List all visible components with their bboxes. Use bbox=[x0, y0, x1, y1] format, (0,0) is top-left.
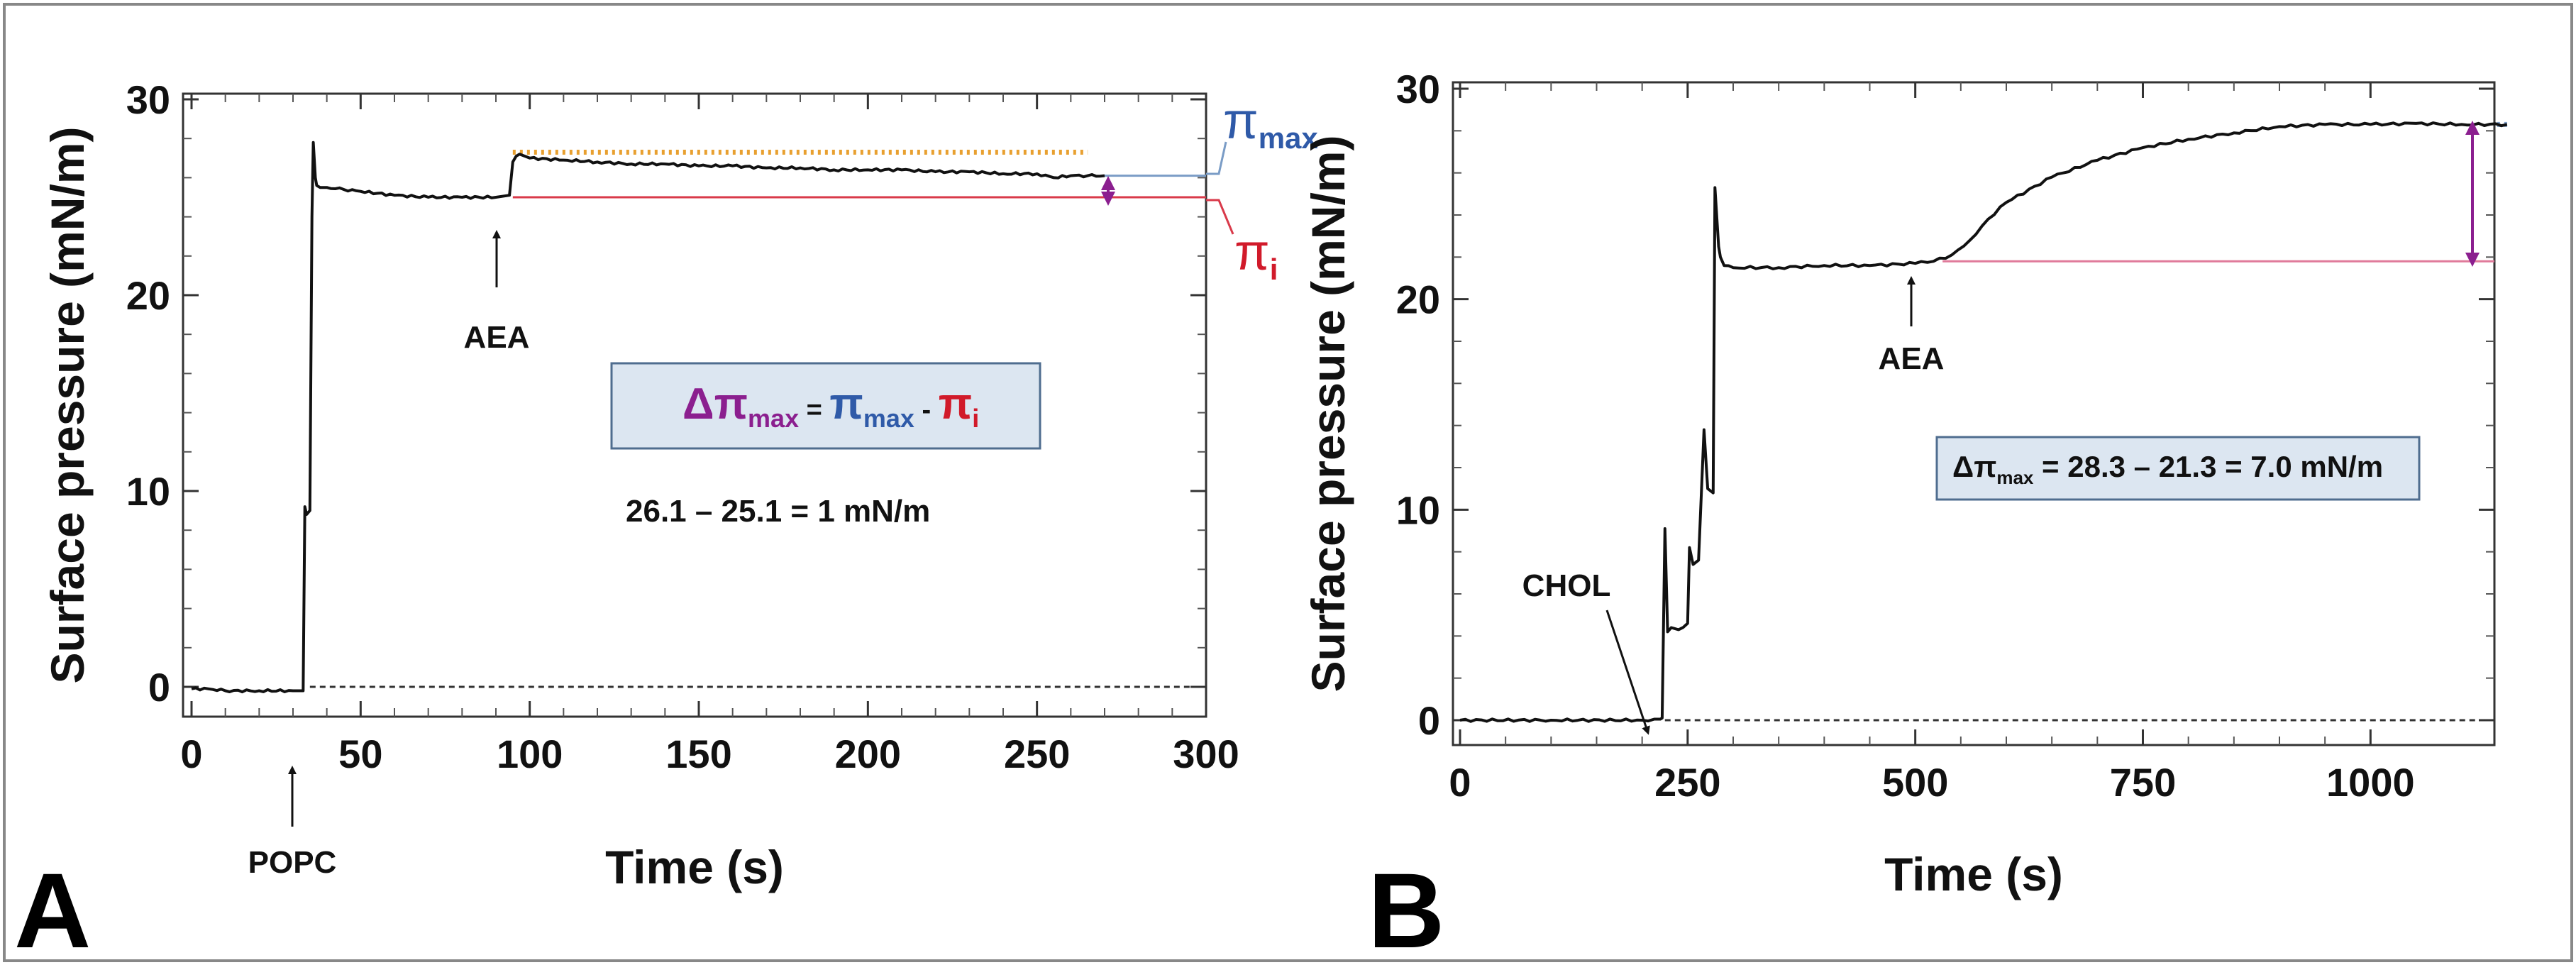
panel-a-y-ticks: 0 10 20 30 bbox=[126, 77, 1206, 710]
panel-b-series-line bbox=[1459, 121, 2508, 723]
panel-a-series-line bbox=[191, 140, 1105, 694]
panel-a-equation: Δπmax = πmax - πi bbox=[682, 380, 979, 433]
panel-b-y-axis-title: Surface pressure (mN/m) bbox=[1302, 136, 1354, 693]
pi-i-symbol: π bbox=[1234, 224, 1270, 281]
eq-pi-i: π bbox=[939, 380, 972, 429]
eq-pi-max-sub: max bbox=[863, 404, 914, 433]
panel-b-equation: Δπmax = 28.3 – 21.3 = 7.0 mN/m bbox=[1952, 450, 2383, 488]
x-tick-label: 50 bbox=[338, 732, 382, 776]
eq-pi-i-sub: i bbox=[972, 404, 979, 433]
panel-b-x-ticks: 0 250 500 750 1000 bbox=[1449, 82, 2415, 805]
eq-b-rest: = 28.3 – 21.3 = 7.0 mN/m bbox=[2033, 450, 2383, 483]
x-tick-label: 100 bbox=[497, 732, 563, 776]
panel-a-plot-frame bbox=[182, 92, 1207, 718]
x-tick-label: 250 bbox=[1004, 732, 1070, 776]
y-tick-label: 10 bbox=[126, 469, 170, 514]
panel-b-y-ticks: 0 10 20 30 bbox=[1396, 67, 2494, 743]
chol-arrow bbox=[1605, 610, 1650, 735]
y-tick-label: 0 bbox=[1418, 698, 1440, 743]
panel-b-x-axis-title: Time (s) bbox=[1884, 848, 2063, 900]
x-tick-label: 150 bbox=[665, 732, 731, 776]
eq-minus: - bbox=[914, 395, 939, 425]
pi-max-leader bbox=[1206, 141, 1227, 175]
y-tick-label: 10 bbox=[1396, 487, 1440, 532]
x-tick-label: 300 bbox=[1173, 732, 1239, 776]
popc-label: POPC bbox=[248, 845, 337, 880]
panel-b-plot-frame bbox=[1452, 81, 2496, 746]
panel-a-reference-lines bbox=[309, 150, 1206, 688]
x-tick-label: 500 bbox=[1882, 760, 1948, 805]
eq-b-delta: Δπ bbox=[1952, 450, 1996, 483]
eq-equals: = bbox=[799, 395, 829, 425]
pi-i-label: πi bbox=[1234, 224, 1278, 286]
panel-b-letter: B bbox=[1368, 851, 1444, 965]
panel-a: 0 10 20 30 0 50 100 150 200 250 300 Surface press… bbox=[14, 77, 1318, 965]
aea-label-b: AEA bbox=[1879, 341, 1945, 376]
x-tick-label: 750 bbox=[2110, 760, 2176, 805]
panel-b: 0 10 20 30 0 250 500 750 1000 Surface pressure … bbox=[1302, 67, 2508, 965]
pi-max-subscript: max bbox=[1259, 121, 1319, 155]
panel-a-y-axis-title: Surface pressure (mN/m) bbox=[41, 127, 94, 684]
eq-pi-max: π bbox=[829, 380, 863, 429]
aea-label-a: AEA bbox=[464, 320, 530, 355]
y-tick-label: 30 bbox=[126, 77, 170, 122]
x-tick-label: 0 bbox=[1449, 760, 1471, 805]
pi-i-subscript: i bbox=[1270, 253, 1278, 286]
x-tick-label: 1000 bbox=[2326, 760, 2415, 805]
pi-max-label: πmax bbox=[1223, 93, 1318, 155]
y-tick-label: 20 bbox=[1396, 277, 1440, 322]
x-tick-label: 200 bbox=[835, 732, 901, 776]
x-tick-label: 250 bbox=[1654, 760, 1720, 805]
x-tick-label: 0 bbox=[180, 732, 202, 776]
y-tick-label: 0 bbox=[148, 665, 170, 710]
panel-a-letter: A bbox=[14, 851, 91, 965]
panel-b-equation-box bbox=[1935, 436, 2421, 501]
eq-delta: Δπ bbox=[682, 380, 748, 429]
y-tick-label: 30 bbox=[1396, 67, 1440, 111]
chol-label: CHOL bbox=[1522, 568, 1611, 603]
pi-i-leader bbox=[1206, 199, 1234, 235]
panel-a-x-axis-title: Time (s) bbox=[605, 841, 784, 893]
y-tick-label: 20 bbox=[126, 273, 170, 318]
eq-b-delta-sub: max bbox=[1996, 467, 2034, 488]
pi-max-symbol: π bbox=[1223, 93, 1259, 150]
panel-a-x-ticks: 0 50 100 150 200 250 300 bbox=[180, 94, 1239, 776]
eq-delta-sub: max bbox=[748, 404, 799, 433]
panel-a-result: 26.1 – 25.1 = 1 mN/m bbox=[626, 494, 930, 529]
panel-a-equation-box bbox=[610, 362, 1041, 450]
